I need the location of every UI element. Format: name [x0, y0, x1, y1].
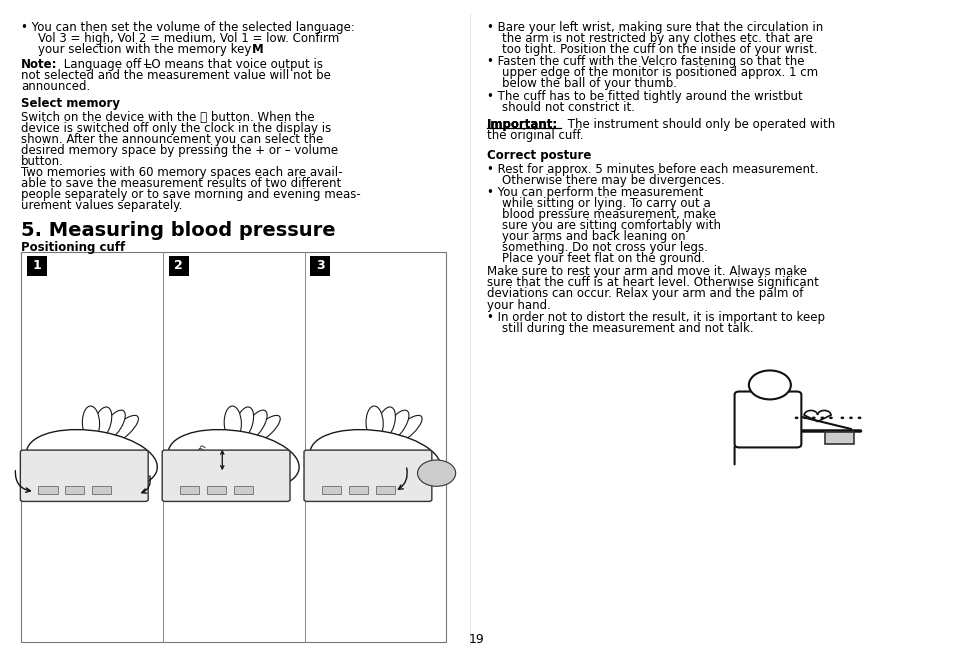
- Text: announced.: announced.: [21, 80, 91, 93]
- Text: 5. Measuring blood pressure: 5. Measuring blood pressure: [21, 221, 335, 240]
- Text: desired memory space by pressing the + or – volume: desired memory space by pressing the + o…: [21, 143, 337, 157]
- Text: • In order not to distort the result, it is important to keep: • In order not to distort the result, it…: [486, 311, 823, 324]
- Text: • The cuff has to be fitted tightly around the wristbut: • The cuff has to be fitted tightly arou…: [486, 89, 801, 103]
- Text: sure that the cuff is at heart level. Otherwise significant: sure that the cuff is at heart level. Ot…: [486, 276, 818, 290]
- Text: blood pressure measurement, make: blood pressure measurement, make: [501, 208, 715, 221]
- Text: the arm is not restricted by any clothes etc. that are: the arm is not restricted by any clothes…: [501, 32, 812, 45]
- Text: 1: 1: [32, 259, 41, 272]
- Text: Vol 3 = high, Vol 2 = medium, Vol 1 = low. Confirm: Vol 3 = high, Vol 2 = medium, Vol 1 = lo…: [38, 32, 339, 45]
- Text: 1 cm: 1 cm: [188, 443, 208, 467]
- Text: your selection with the memory key: your selection with the memory key: [38, 43, 255, 56]
- Text: • You can then set the volume of the selected language:: • You can then set the volume of the sel…: [21, 21, 355, 34]
- Text: too tight. Position the cuff on the inside of your wrist.: too tight. Position the cuff on the insi…: [501, 43, 817, 56]
- Text: deviations can occur. Relax your arm and the palm of: deviations can occur. Relax your arm and…: [486, 288, 802, 301]
- Text: below the ball of your thumb.: below the ball of your thumb.: [501, 78, 676, 90]
- Text: Note:: Note:: [21, 57, 57, 70]
- Text: not selected and the measurement value will not be: not selected and the measurement value w…: [21, 68, 331, 82]
- Text: Important:: Important:: [486, 118, 558, 132]
- Text: 3: 3: [315, 259, 324, 272]
- Text: button.: button.: [21, 155, 64, 168]
- Text: Correct posture: Correct posture: [486, 149, 590, 163]
- Text: sure you are sitting comfortably with: sure you are sitting comfortably with: [501, 219, 720, 232]
- Text: • You can perform the measurement: • You can perform the measurement: [486, 186, 702, 199]
- Text: shown. After the announcement you can select the: shown. After the announcement you can se…: [21, 133, 323, 145]
- Text: .: .: [259, 43, 263, 56]
- Text: Otherwise there may be divergences.: Otherwise there may be divergences.: [501, 174, 723, 187]
- Text: 19: 19: [469, 633, 484, 646]
- Text: the original cuff.: the original cuff.: [486, 130, 582, 142]
- Text: while sitting or lying. To carry out a: while sitting or lying. To carry out a: [501, 197, 710, 210]
- Text: something. Do not cross your legs.: something. Do not cross your legs.: [501, 241, 707, 254]
- Text: your hand.: your hand.: [486, 299, 550, 311]
- Text: • Rest for approx. 5 minutes before each measurement.: • Rest for approx. 5 minutes before each…: [486, 163, 817, 176]
- Text: M: M: [252, 43, 263, 56]
- Text: The instrument should only be operated with: The instrument should only be operated w…: [563, 118, 834, 132]
- Text: should not constrict it.: should not constrict it.: [501, 101, 634, 114]
- Text: Select memory: Select memory: [21, 97, 120, 111]
- Text: device is switched off only the clock in the display is: device is switched off only the clock in…: [21, 122, 331, 135]
- Text: Switch on the device with the ⏻ button. When the: Switch on the device with the ⏻ button. …: [21, 111, 314, 124]
- Text: able to save the measurement results of two different: able to save the measurement results of …: [21, 177, 341, 190]
- Text: Important:: Important:: [486, 118, 558, 132]
- Text: Language off L̶O means that voice output is: Language off L̶O means that voice output…: [60, 57, 323, 70]
- Text: • Bare your left wrist, making sure that the circulation in: • Bare your left wrist, making sure that…: [486, 21, 821, 34]
- Text: still during the measurement and not talk.: still during the measurement and not tal…: [501, 322, 753, 335]
- Text: • Fasten the cuff with the Velcro fastening so that the: • Fasten the cuff with the Velcro fasten…: [486, 55, 803, 68]
- Text: Place your feet flat on the ground.: Place your feet flat on the ground.: [501, 252, 704, 265]
- Text: people separately or to save morning and evening meas-: people separately or to save morning and…: [21, 188, 360, 201]
- Text: Two memories with 60 memory spaces each are avail-: Two memories with 60 memory spaces each …: [21, 166, 342, 179]
- Text: 2: 2: [174, 259, 183, 272]
- Text: Make sure to rest your arm and move it. Always make: Make sure to rest your arm and move it. …: [486, 265, 805, 278]
- Text: your arms and back leaning on: your arms and back leaning on: [501, 230, 684, 243]
- Text: urement values separately.: urement values separately.: [21, 199, 182, 212]
- Text: upper edge of the monitor is positioned approx. 1 cm: upper edge of the monitor is positioned …: [501, 66, 817, 80]
- Text: Positioning cuff: Positioning cuff: [21, 241, 125, 254]
